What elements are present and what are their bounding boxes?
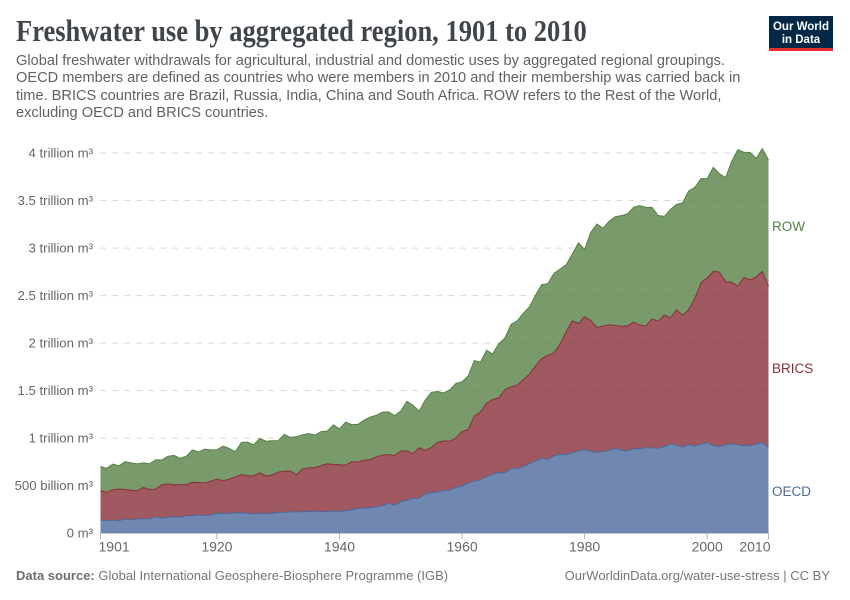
svg-text:BRICS: BRICS: [772, 361, 813, 376]
svg-text:3 trillion m³: 3 trillion m³: [29, 241, 94, 256]
svg-text:4 trillion m³: 4 trillion m³: [29, 146, 94, 161]
svg-text:1940: 1940: [324, 539, 355, 555]
svg-text:2 trillion m³: 2 trillion m³: [29, 336, 94, 351]
svg-text:1.5 trillion m³: 1.5 trillion m³: [18, 383, 94, 398]
svg-text:2.5 trillion m³: 2.5 trillion m³: [18, 288, 94, 303]
svg-text:1960: 1960: [447, 539, 478, 555]
svg-text:1980: 1980: [569, 539, 600, 555]
svg-text:1920: 1920: [201, 539, 232, 555]
svg-text:ROW: ROW: [772, 219, 805, 234]
svg-text:500 billion m³: 500 billion m³: [15, 478, 94, 493]
svg-text:3.5 trillion m³: 3.5 trillion m³: [18, 193, 94, 208]
svg-text:1 trillion m³: 1 trillion m³: [29, 431, 94, 446]
svg-text:2000: 2000: [692, 539, 723, 555]
svg-text:1901: 1901: [99, 539, 130, 555]
svg-text:OECD: OECD: [772, 484, 811, 499]
svg-text:0 m³: 0 m³: [67, 526, 94, 541]
svg-text:2010: 2010: [739, 539, 770, 555]
